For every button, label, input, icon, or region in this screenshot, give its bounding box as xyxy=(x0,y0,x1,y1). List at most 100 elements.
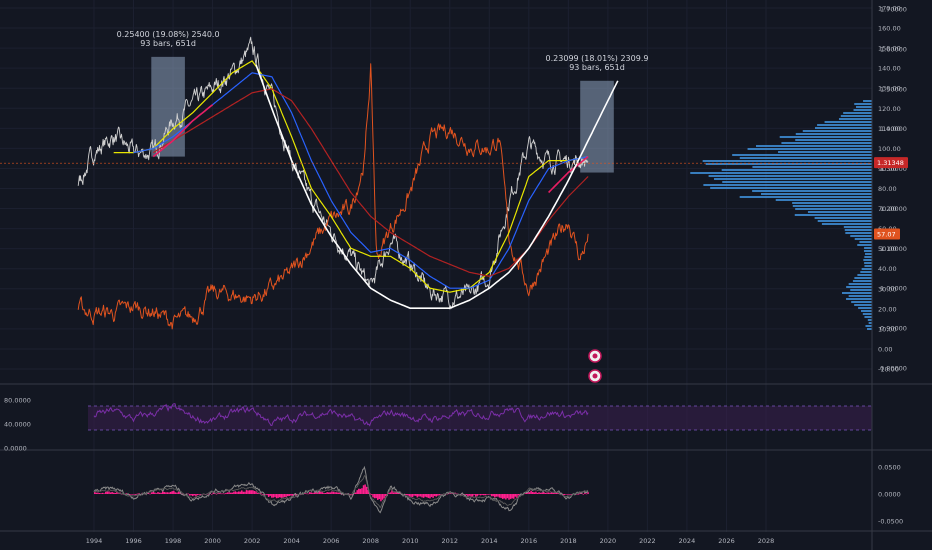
macd-histogram-bar xyxy=(497,494,499,497)
macd-histogram-bar xyxy=(226,492,229,494)
macd-histogram-bar xyxy=(557,492,559,494)
macd-histogram-bar xyxy=(286,494,289,497)
macd-histogram-bar xyxy=(490,494,493,497)
macd-histogram-bar xyxy=(267,494,270,497)
last-price-tag-label: 1.31348 xyxy=(877,159,904,167)
macd-histogram-bar xyxy=(568,494,570,495)
right-axis-tick-label: 40.00 xyxy=(878,265,897,273)
volume-profile-bar xyxy=(867,328,872,330)
macd-histogram-bar xyxy=(456,493,458,495)
left-axis-tick-label: 1.00000 xyxy=(880,285,907,293)
macd-histogram-bar xyxy=(547,492,550,494)
x-axis-tick-label: 2006 xyxy=(323,537,340,545)
macd-histogram-bar xyxy=(359,488,362,494)
macd-histogram-bar xyxy=(252,490,254,494)
macd-histogram-bar xyxy=(198,494,200,495)
volume-profile-bar xyxy=(779,136,872,138)
macd-histogram-bar xyxy=(538,492,540,494)
macd-histogram-bar xyxy=(501,494,504,499)
macd-histogram-bar xyxy=(516,494,518,498)
macd-histogram-bar xyxy=(427,494,430,498)
macd-histogram-bar xyxy=(391,490,393,494)
volume-profile-bar xyxy=(756,145,872,147)
cup-arc-line xyxy=(255,64,619,309)
left-axis-tick-label: 1.30000 xyxy=(880,165,907,173)
macd-histogram-bar xyxy=(166,492,169,494)
volume-profile-bar xyxy=(817,220,872,222)
macd-histogram-bar xyxy=(362,485,365,494)
macd-histogram-bar xyxy=(174,492,177,494)
macd-tick-label: 0.0000 xyxy=(878,491,901,499)
macd-histogram-bar xyxy=(114,492,117,494)
macd-histogram-bar xyxy=(100,493,102,494)
macd-histogram-bar xyxy=(173,490,175,494)
macd-histogram-bar xyxy=(237,491,240,494)
macd-histogram-bar xyxy=(384,494,387,497)
volume-profile-bar xyxy=(732,154,872,156)
volume-profile-bar xyxy=(850,289,872,291)
macd-histogram-bar xyxy=(280,494,283,498)
macd-histogram-bar xyxy=(383,494,385,499)
macd-histogram-bar xyxy=(196,494,199,496)
volume-profile-bar xyxy=(761,193,872,195)
volume-profile-bar xyxy=(802,130,872,132)
volume-profile-bar xyxy=(739,196,872,198)
macd-histogram-bar xyxy=(577,494,580,495)
right-axis-tick-label: 130.00 xyxy=(878,85,901,93)
right-axis-tick-label: 30.00 xyxy=(878,285,897,293)
macd-histogram-bar xyxy=(282,494,284,498)
volume-profile-bar xyxy=(843,112,872,114)
volume-profile-bar xyxy=(864,262,872,264)
macd-histogram-bar xyxy=(242,491,245,494)
rsi-tick-label: 0.0000 xyxy=(4,445,27,453)
right-axis-tick-label: 100.00 xyxy=(878,145,901,153)
macd-histogram-bar xyxy=(495,494,498,497)
macd-histogram-bar xyxy=(449,493,452,494)
macd-histogram-bar xyxy=(250,490,253,494)
macd-histogram-bar xyxy=(152,491,154,494)
macd-histogram-bar xyxy=(503,494,506,499)
macd-histogram-bar xyxy=(395,492,398,494)
macd-histogram-bar xyxy=(225,492,227,494)
rsi-panel[interactable] xyxy=(88,403,872,431)
macd-histogram-bar xyxy=(103,493,105,495)
macd-histogram-bar xyxy=(438,494,441,496)
main-price-panel[interactable]: 0.25400 (19.08%) 2540.093 bars, 651d0.23… xyxy=(0,30,872,383)
macd-panel[interactable] xyxy=(93,465,589,514)
grid xyxy=(0,0,872,532)
volume-profile-bar xyxy=(868,322,872,324)
macd-histogram-bar xyxy=(541,492,543,494)
macd-histogram-bar xyxy=(215,493,218,495)
macd-histogram-bar xyxy=(364,484,366,494)
macd-histogram-bar xyxy=(533,492,536,494)
volume-profile-bar xyxy=(853,109,872,111)
macd-histogram-bar xyxy=(187,493,189,495)
right-axis-tick-label: 90.00 xyxy=(878,165,897,173)
right-axis-tick-label: 160.00 xyxy=(878,25,901,33)
macd-histogram-bar xyxy=(579,492,581,494)
x-axis-tick-label: 2002 xyxy=(244,537,261,545)
volume-profile-bar xyxy=(859,241,872,243)
volume-profile-bar xyxy=(844,229,872,231)
macd-histogram-bar xyxy=(212,492,215,494)
volume-profile-bar xyxy=(747,148,872,150)
macd-histogram-bar xyxy=(327,492,330,494)
volume-profile-bar xyxy=(851,301,872,303)
macd-histogram-bar xyxy=(329,492,332,494)
macd-histogram-bar xyxy=(389,492,392,494)
macd-histogram-bar xyxy=(463,494,466,495)
macd-histogram-bar xyxy=(109,492,112,494)
macd-histogram-bar xyxy=(481,494,483,496)
macd-histogram-bar xyxy=(266,494,268,496)
volume-profile-bar xyxy=(865,325,872,327)
macd-histogram-bar xyxy=(241,490,243,494)
macd-histogram-bar xyxy=(555,492,558,494)
volume-profile-bar xyxy=(792,202,872,204)
macd-histogram-bar xyxy=(326,492,328,494)
macd-histogram-bar xyxy=(210,494,213,495)
macd-histogram-bar xyxy=(312,492,314,494)
macd-histogram-bar xyxy=(171,491,173,494)
volume-profile-bar xyxy=(710,187,872,189)
macd-histogram-bar xyxy=(234,491,237,494)
